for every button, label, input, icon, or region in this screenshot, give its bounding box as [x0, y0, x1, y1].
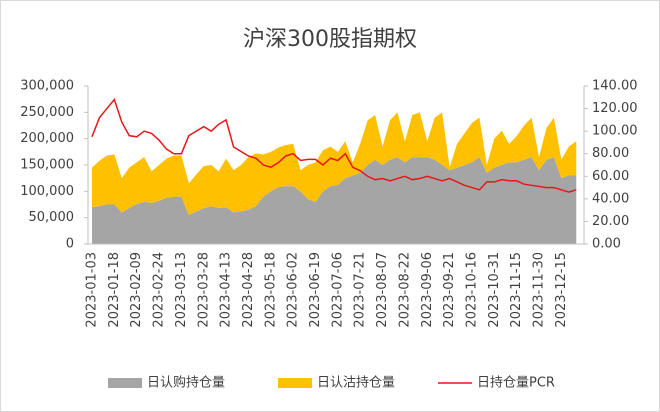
line [91, 98, 577, 193]
legend-label: 日认购持仓量 [147, 375, 225, 391]
y-tick-label: 100,000 [20, 184, 74, 199]
x-tick-label: 2023-08-07 [375, 252, 390, 328]
y2-tick-label: 60.00 [592, 169, 629, 184]
legend-swatch [278, 378, 312, 388]
y2-tick-label: 0.00 [592, 237, 621, 252]
x-tick-label: 2023-09-06 [420, 252, 435, 328]
area [92, 112, 577, 216]
x-tick-label: 2023-07-06 [330, 252, 345, 328]
y-tick-label: 50,000 [29, 210, 75, 225]
legend-label: 日持仓量PCR [477, 376, 555, 391]
y-tick-label: 0 [66, 237, 74, 252]
x-tick-label: 2023-03-13 [174, 252, 189, 328]
y-tick-label: 200,000 [20, 131, 74, 146]
x-tick-label: 2023-11-30 [532, 252, 547, 328]
y2-tick-label: 80.00 [592, 146, 629, 161]
y-tick-label: 150,000 [20, 158, 74, 173]
x-tick-label: 2023-09-21 [442, 252, 457, 328]
y2-tick-label: 120.00 [592, 101, 638, 116]
y2-tick-label: 40.00 [592, 191, 629, 206]
y2-tick-label: 20.00 [592, 214, 629, 229]
x-tick-label: 2023-06-19 [308, 252, 323, 328]
x-tick-label: 2023-02-09 [129, 252, 144, 328]
chart-title: 沪深300股指期权 [243, 27, 417, 52]
x-tick-label: 2023-12-15 [554, 252, 569, 328]
x-tick-label: 2023-11-15 [509, 252, 524, 328]
x-tick-label: 2023-01-03 [85, 252, 100, 328]
x-tick-label: 2023-06-02 [286, 252, 301, 328]
x-tick-label: 2023-05-18 [263, 252, 278, 328]
x-tick-label: 2023-07-21 [353, 252, 368, 328]
y2-tick-label: 140.00 [592, 79, 638, 94]
x-tick-label: 2023-02-24 [152, 252, 167, 328]
legend-swatch [108, 378, 142, 388]
x-tick-label: 2023-03-28 [196, 252, 211, 328]
x-tick-label: 2023-10-31 [487, 252, 502, 328]
area [92, 157, 577, 244]
x-tick-label: 2023-01-18 [107, 252, 122, 328]
x-tick-label: 2023-04-13 [219, 252, 234, 328]
legend-label: 日认沽持仓量 [317, 376, 395, 391]
x-tick-label: 2023-10-16 [464, 252, 479, 328]
y2-tick-label: 100.00 [592, 124, 638, 139]
x-tick-label: 2023-04-28 [241, 252, 256, 328]
x-tick-label: 2023-08-22 [397, 252, 412, 328]
y-tick-label: 300,000 [20, 79, 74, 94]
y-tick-label: 250,000 [20, 105, 74, 120]
